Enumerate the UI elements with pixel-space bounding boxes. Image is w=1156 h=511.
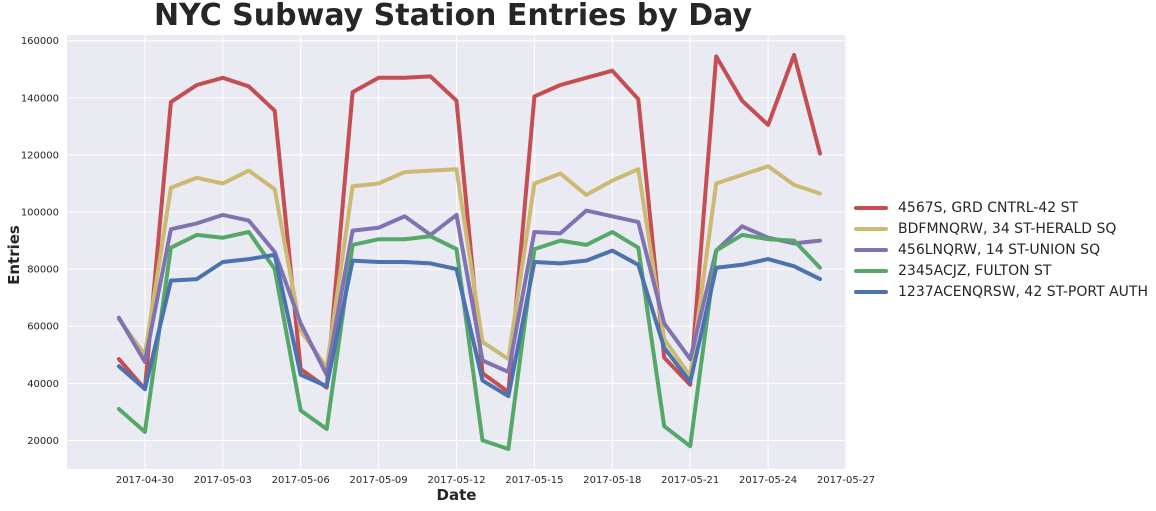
y-tick-label-2: 40000 <box>27 379 59 390</box>
legend-item-5: 1237ACENQRSW, 42 ST-PORT AUTH <box>854 281 1148 302</box>
x-tick-label-2: 2017-05-03 <box>194 475 252 486</box>
y-tick-label-3: 60000 <box>27 322 59 333</box>
legend-label-1: 4567S, GRD CNTRL-42 ST <box>898 199 1079 216</box>
y-tick-label-1: 20000 <box>27 436 59 447</box>
x-tick-label-10: 2017-05-27 <box>817 475 875 486</box>
chart-title: NYC Subway Station Entries by Day <box>153 0 753 33</box>
x-tick-label-6: 2017-05-15 <box>505 475 563 486</box>
legend-label-2: BDFMNQRW, 34 ST-HERALD SQ <box>898 220 1117 237</box>
legend-item-2: BDFMNQRW, 34 ST-HERALD SQ <box>854 218 1148 239</box>
x-tick-labels: 2017-04-30 2017-05-03 2017-05-06 2017-05-09… <box>116 475 875 486</box>
x-tick-label-7: 2017-05-18 <box>583 475 641 486</box>
x-tick-label-1: 2017-04-30 <box>116 475 174 486</box>
legend-label-3: 456LNQRW, 14 ST-UNION SQ <box>898 241 1101 258</box>
y-tick-label-7: 140000 <box>21 93 59 104</box>
legend-item-1: 4567S, GRD CNTRL-42 ST <box>854 197 1148 218</box>
series-line-3 <box>116 208 822 377</box>
y-tick-label-5: 100000 <box>21 208 59 219</box>
legend-swatch-3 <box>854 247 888 252</box>
series-lines <box>116 53 822 451</box>
x-axis-label: Date <box>436 486 477 504</box>
x-tick-label-8: 2017-05-21 <box>661 475 719 486</box>
x-tick-label-5: 2017-05-12 <box>427 475 485 486</box>
series-line-5 <box>116 248 822 399</box>
legend-swatch-1 <box>854 205 888 210</box>
legend-swatch-2 <box>854 226 888 231</box>
legend-item-3: 456LNQRW, 14 ST-UNION SQ <box>854 239 1148 260</box>
series-line-2 <box>116 164 822 379</box>
x-tick-label-3: 2017-05-06 <box>272 475 330 486</box>
legend-label-5: 1237ACENQRSW, 42 ST-PORT AUTH <box>898 283 1148 300</box>
legend-swatch-5 <box>854 289 888 294</box>
y-axis-label: Entries <box>5 225 23 285</box>
legend-swatch-4 <box>854 268 888 273</box>
y-tick-label-4: 80000 <box>27 265 59 276</box>
legend-item-4: 2345ACJZ, FULTON ST <box>854 260 1148 281</box>
series-line-1 <box>116 53 822 394</box>
series-line-4 <box>116 230 822 451</box>
y-tick-labels: 20000 40000 60000 80000 100000 120000 140000 16… <box>21 36 59 447</box>
legend: 4567S, GRD CNTRL-42 ST BDFMNQRW, 34 ST-H… <box>854 197 1148 302</box>
legend-label-4: 2345ACJZ, FULTON ST <box>898 262 1052 279</box>
x-tick-label-9: 2017-05-24 <box>739 475 797 486</box>
x-tick-label-4: 2017-05-09 <box>350 475 408 486</box>
y-tick-label-6: 120000 <box>21 150 59 161</box>
y-tick-label-8: 160000 <box>21 36 59 47</box>
